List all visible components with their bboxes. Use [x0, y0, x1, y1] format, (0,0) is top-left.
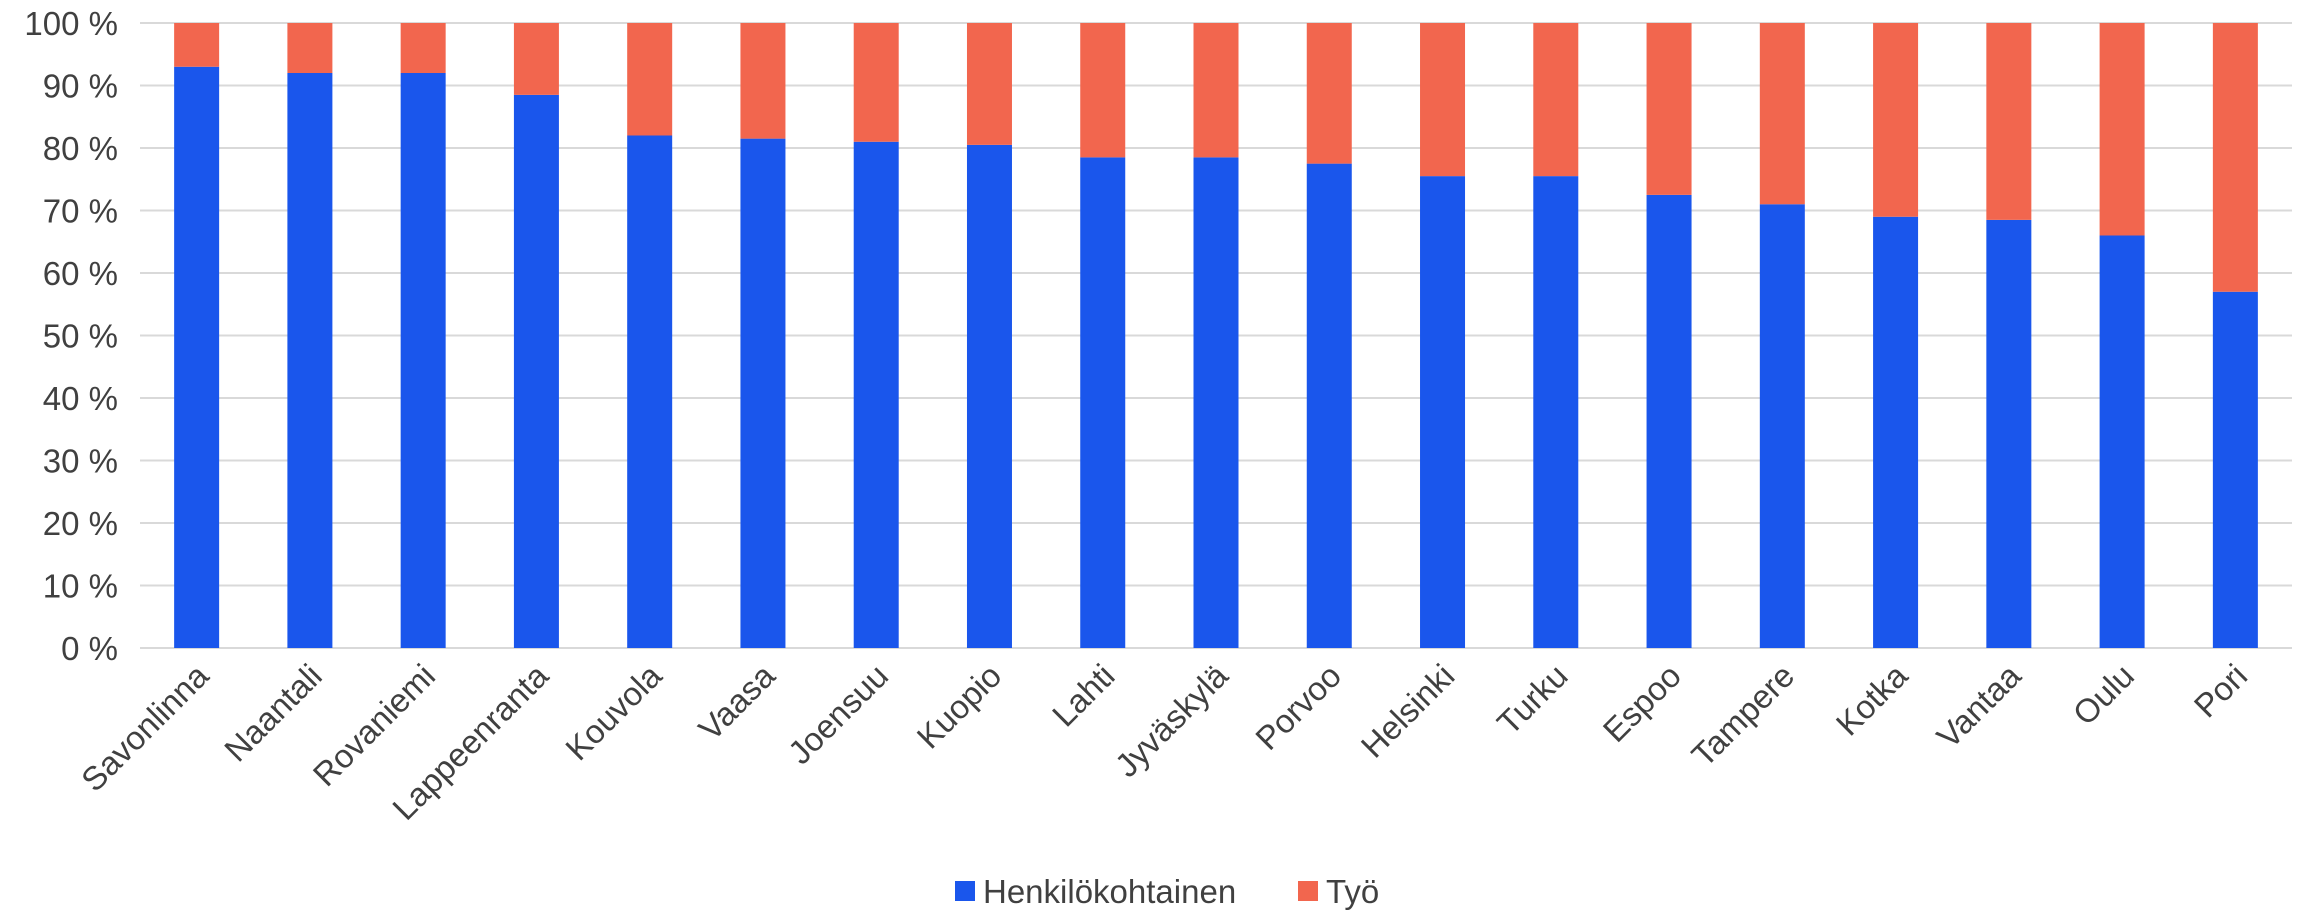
y-tick-label: 20 % — [43, 505, 118, 542]
bar-segment-tyo — [2212, 23, 2258, 292]
x-category-label: Lahti — [1045, 657, 1122, 734]
bar-segment-tyo — [2099, 23, 2145, 236]
bar-segment-henkilokohtainen — [1873, 216, 1919, 648]
bar-segment-henkilokohtainen — [174, 66, 220, 648]
bar-segment-henkilokohtainen — [1759, 204, 1805, 648]
y-tick-label: 70 % — [43, 193, 118, 230]
bar-segment-tyo — [1873, 23, 1919, 217]
bar-segment-tyo — [740, 23, 786, 139]
legend-swatch — [955, 881, 975, 901]
bar-segment-henkilokohtainen — [740, 138, 786, 648]
bar-segment-tyo — [627, 23, 673, 136]
y-tick-label: 100 % — [24, 5, 118, 42]
bar-segment-henkilokohtainen — [1646, 194, 1692, 648]
x-category-label: Turku — [1490, 657, 1575, 742]
x-category-label: Espoo — [1596, 657, 1688, 749]
bar-segment-tyo — [1986, 23, 2032, 220]
bars — [174, 23, 2258, 648]
x-category-label: Pori — [2187, 657, 2255, 725]
x-category-label: Vantaa — [1929, 656, 2028, 755]
bar-segment-tyo — [1306, 23, 1352, 164]
bar-segment-tyo — [174, 23, 220, 67]
y-tick-label: 50 % — [43, 318, 118, 355]
bar-segment-henkilokohtainen — [400, 73, 446, 648]
y-axis-ticks: 0 % 10 % 20 % 30 % 40 % 50 % 60 % 70 % 80 % 90 % 1… — [24, 5, 118, 667]
legend-label: Työ — [1326, 873, 1379, 910]
bar-segment-henkilokohtainen — [2099, 235, 2145, 648]
bar-segment-tyo — [1533, 23, 1579, 177]
bar-segment-tyo — [400, 23, 446, 73]
bar-segment-tyo — [1646, 23, 1692, 195]
legend: Henkilökohtainen Työ — [955, 873, 1379, 910]
y-tick-label: 0 % — [61, 630, 118, 667]
x-category-label: Tampere — [1684, 657, 1801, 774]
y-tick-label: 40 % — [43, 380, 118, 417]
x-category-label: Kuopio — [910, 657, 1009, 756]
x-category-label: Joensuu — [781, 657, 895, 771]
bar-segment-henkilokohtainen — [627, 135, 673, 648]
bar-segment-henkilokohtainen — [853, 141, 899, 648]
bar-segment-tyo — [853, 23, 899, 142]
x-category-label: Vaasa — [691, 656, 782, 747]
x-category-label: Oulu — [2066, 657, 2141, 732]
bar-segment-henkilokohtainen — [966, 144, 1012, 648]
bar-segment-tyo — [1759, 23, 1805, 205]
bar-segment-tyo — [966, 23, 1012, 145]
x-category-label: Savonlinna — [74, 656, 216, 798]
y-tick-label: 10 % — [43, 568, 118, 605]
bar-segment-tyo — [513, 23, 559, 95]
y-tick-label: 80 % — [43, 130, 118, 167]
bar-segment-tyo — [287, 23, 333, 73]
legend-swatch — [1298, 881, 1318, 901]
bar-segment-henkilokohtainen — [287, 73, 333, 648]
x-category-label: Helsinki — [1354, 657, 1462, 765]
x-category-label: Kouvola — [558, 656, 669, 767]
bar-segment-henkilokohtainen — [1986, 219, 2032, 648]
y-tick-label: 60 % — [43, 255, 118, 292]
bar-segment-henkilokohtainen — [513, 94, 559, 648]
bar-segment-henkilokohtainen — [1420, 176, 1466, 648]
x-category-label: Naantali — [217, 657, 329, 769]
x-category-label: Jyväskylä — [1108, 656, 1236, 784]
y-tick-label: 90 % — [43, 68, 118, 105]
bar-segment-henkilokohtainen — [1080, 157, 1126, 648]
x-category-label: Kotka — [1829, 656, 1915, 742]
bar-segment-henkilokohtainen — [2212, 291, 2258, 648]
bar-segment-henkilokohtainen — [1193, 157, 1239, 648]
legend-label: Henkilökohtainen — [983, 873, 1236, 910]
bar-segment-henkilokohtainen — [1533, 176, 1579, 648]
y-tick-label: 30 % — [43, 443, 118, 480]
x-category-label: Porvoo — [1248, 657, 1348, 757]
bar-segment-tyo — [1080, 23, 1126, 158]
bar-segment-henkilokohtainen — [1306, 163, 1352, 648]
bar-segment-tyo — [1420, 23, 1466, 177]
bar-segment-tyo — [1193, 23, 1239, 158]
